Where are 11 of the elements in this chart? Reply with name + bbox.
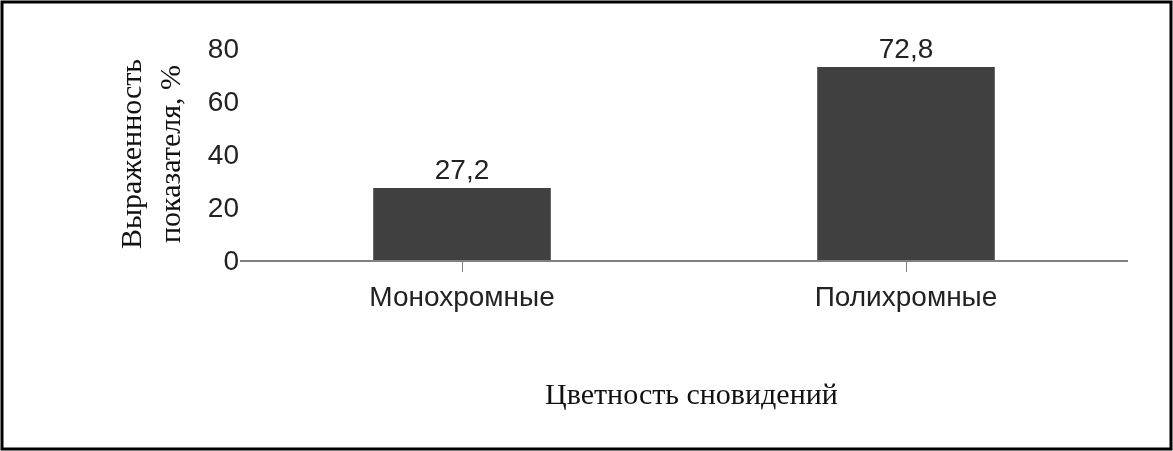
y-tick-label: 20 <box>207 191 239 223</box>
data-label: 72,8 <box>878 33 934 65</box>
y-tick-label: 0 <box>223 244 239 276</box>
data-label: 27,2 <box>434 153 490 185</box>
x-axis-title: Цветность сновидений <box>545 377 838 410</box>
y-axis-title: Выраженность показателя, % <box>113 58 186 250</box>
x-tick-label: Монохромные <box>369 280 555 312</box>
y-tick-label: 40 <box>207 138 239 170</box>
y-tick-label: 80 <box>207 32 239 64</box>
x-tick-label: Полихромные <box>814 280 998 312</box>
y-tick-label: 60 <box>207 85 239 117</box>
